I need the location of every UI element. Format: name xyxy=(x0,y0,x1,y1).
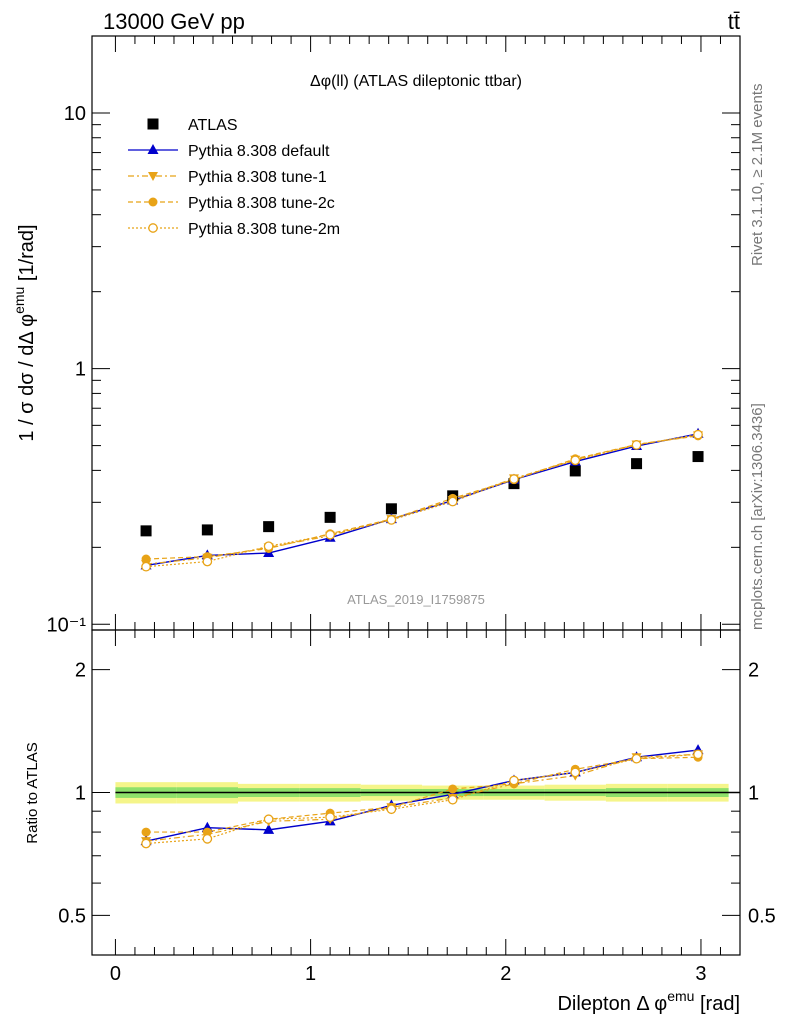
ratio-xtick-label: 2 xyxy=(500,963,511,985)
ratio-band xyxy=(115,782,740,804)
ratio-data-point xyxy=(263,814,274,825)
ratio-series-line xyxy=(146,753,699,845)
legend-marker xyxy=(148,197,158,207)
svg-text:Dilepton Δ φemu [rad]: Dilepton Δ φemu [rad] xyxy=(557,988,740,1015)
main-data-point xyxy=(202,556,213,567)
ratio-data-point xyxy=(693,749,703,760)
ratio-xlabel: Dilepton Δ φemu [rad] xyxy=(557,988,740,1015)
ratio-series-line xyxy=(146,756,699,833)
main-data-point xyxy=(385,503,397,515)
legend-marker xyxy=(147,144,159,154)
main-data-point xyxy=(631,440,642,450)
ratio-xtick-label: 0 xyxy=(110,963,121,985)
ratio-series-line xyxy=(145,753,699,842)
main-series-line xyxy=(146,435,699,560)
legend-entry: Pythia 8.308 tune-2c xyxy=(188,195,335,212)
ratio-data-point xyxy=(447,794,458,805)
ratio-ytick-label-left: 0.5 xyxy=(58,905,86,927)
ratio-xlabel-a: Dilepton Δ φ xyxy=(557,993,667,1015)
ratio-data-point xyxy=(202,834,213,844)
svg-text:1 / σ dσ / dΔ φemu [1/rad]: 1 / σ dσ / dΔ φemu [1/rad] xyxy=(11,224,38,441)
legend-entry: ATLAS xyxy=(188,117,238,134)
main-data-point xyxy=(140,525,152,537)
main-series-line xyxy=(146,434,699,568)
ratio-data-point xyxy=(631,753,642,764)
ratio-data-point xyxy=(509,775,519,786)
ratio-data-point xyxy=(325,812,335,823)
main-ytick-label: 10 xyxy=(64,103,86,125)
ratio-xlabel-sup: emu xyxy=(667,988,694,1004)
main-data-point xyxy=(263,541,274,552)
main-data-point xyxy=(569,465,581,477)
ratio-data-point xyxy=(141,827,151,837)
header-left: 13000 GeV pp xyxy=(103,9,245,34)
main-data-point xyxy=(447,496,458,507)
chart-title: Δφ(ll) (ATLAS dileptonic ttbar) xyxy=(310,73,522,90)
main-ytick-label: 1 xyxy=(75,359,86,381)
ratio-ytick-label-right: 2 xyxy=(748,660,759,682)
legend: ATLAS Pythia 8.308 default Pythia 8.308 tu… xyxy=(128,117,340,238)
ratio-xlabel-b: [rad] xyxy=(694,993,740,1015)
ratio-ytick-label-left: 1 xyxy=(75,783,86,805)
rivet-label: Rivet 3.1.10, ≥ 2.1M events xyxy=(749,84,766,267)
main-data-point xyxy=(324,511,336,523)
ratio-data-point xyxy=(570,767,581,778)
ratio-ytick-label-right: 0.5 xyxy=(748,905,776,927)
main-ticks: 10⁻¹ 1 10 xyxy=(47,35,740,636)
ratio-data-point xyxy=(263,823,275,834)
main-data-point xyxy=(631,458,643,470)
legend-marker xyxy=(148,223,158,233)
ratio-data-point xyxy=(141,838,151,849)
main-data-point xyxy=(570,455,581,466)
ratio-ticks: 0.5 0.5 1 1 2 2 0 1 2 3 xyxy=(58,630,776,985)
legend-entry: Pythia 8.308 default xyxy=(188,143,330,160)
main-data-point xyxy=(509,474,519,484)
main-data-point xyxy=(201,524,213,536)
ratio-xtick-label: 3 xyxy=(695,963,706,985)
main-ylabel: 1 / σ dσ / dΔ φemu [1/rad] xyxy=(11,224,38,441)
main-ytick-label: 10⁻¹ xyxy=(47,614,87,636)
main-ylabel-sup: emu xyxy=(11,287,27,314)
ratio-data-point xyxy=(202,827,212,837)
main-data-point xyxy=(141,554,151,564)
main-series-line xyxy=(145,433,699,567)
ratio-ytick-label-left: 2 xyxy=(75,660,86,682)
main-marks xyxy=(140,427,704,572)
ratio-ylabel: Ratio to ATLAS xyxy=(24,742,41,843)
main-data-point xyxy=(386,515,397,525)
main-data-point xyxy=(325,529,335,540)
header-right: tt̄ xyxy=(728,9,740,34)
mcplots-label: mcplots.cern.ch [arXiv:1306.3436] xyxy=(749,403,766,630)
main-data-point xyxy=(263,521,275,533)
main-data-point xyxy=(692,451,704,463)
ratio-marks xyxy=(140,744,704,849)
legend-entry: Pythia 8.308 tune-2m xyxy=(188,221,340,238)
main-data-point xyxy=(693,429,703,440)
main-ylabel-b: [1/rad] xyxy=(16,224,38,286)
main-data-point xyxy=(141,561,151,572)
legend-marker xyxy=(148,172,158,181)
ratio-ytick-label-right: 1 xyxy=(748,783,759,805)
ratio-data-point xyxy=(448,784,458,794)
ratio-panel: 0.5 0.5 1 1 2 2 0 1 2 3 Ratio to ATLAS Dilepton Δ… xyxy=(24,629,776,1015)
legend-marker xyxy=(147,118,159,130)
main-series-line xyxy=(146,434,699,565)
watermark: ATLAS_2019_I1759875 xyxy=(347,592,485,607)
ratio-xtick-label: 1 xyxy=(305,963,316,985)
main-ylabel-a: 1 / σ dσ / dΔ φ xyxy=(16,314,38,442)
ratio-data-point xyxy=(386,804,397,815)
legend-entry: Pythia 8.308 tune-1 xyxy=(188,169,327,186)
